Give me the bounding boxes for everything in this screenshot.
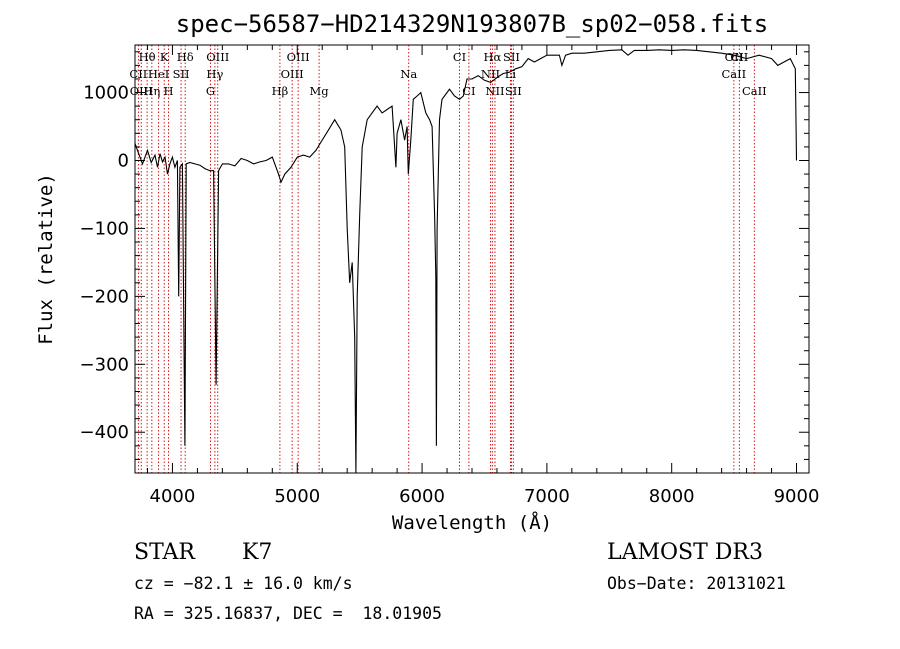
x-tick-label: 7000 xyxy=(524,486,570,507)
object-class: STAR xyxy=(134,540,195,565)
x-tick-label: 5000 xyxy=(274,486,320,507)
line-label: CaII xyxy=(742,84,767,98)
line-label: G xyxy=(206,84,215,98)
line-label: OIII xyxy=(281,67,304,81)
line-label: Hδ xyxy=(177,50,194,64)
y-tick-label: −400 xyxy=(80,422,129,443)
line-label: CaII xyxy=(721,67,746,81)
survey-name: LAMOST DR3 xyxy=(607,540,763,565)
observation-date: Obs−Date: 20131021 xyxy=(607,574,786,593)
line-markers xyxy=(137,45,755,473)
line-label: Na xyxy=(400,67,417,81)
line-label: SII xyxy=(505,84,522,98)
line-label: CI xyxy=(453,50,466,64)
y-tick-label: 1000 xyxy=(83,83,129,104)
y-tick-label: −100 xyxy=(80,218,129,239)
y-axis: −400 −300 −200 −100 0 1000 xyxy=(80,51,809,460)
x-tick-label: 9000 xyxy=(774,486,820,507)
line-label: Li xyxy=(505,67,517,81)
x-tick-label: 6000 xyxy=(399,486,445,507)
line-label: Mg xyxy=(310,84,330,98)
y-axis-label: Flux (relative) xyxy=(35,173,57,345)
line-label: Hθ xyxy=(139,50,156,64)
line-label: K xyxy=(160,50,169,64)
spectrum-line xyxy=(134,49,798,474)
chart-title: spec−56587−HD214329N193807B_sp02−058.fit… xyxy=(176,10,768,38)
x-axis: 4000 5000 6000 7000 8000 9000 xyxy=(146,45,820,507)
object-subclass: K7 xyxy=(242,540,273,565)
line-label: HeI xyxy=(148,67,169,81)
y-tick-label: −200 xyxy=(80,286,129,307)
line-label: H xyxy=(164,84,174,98)
line-label: SII xyxy=(173,67,190,81)
y-tick-label: 0 xyxy=(118,150,129,171)
x-tick-label: 8000 xyxy=(649,486,695,507)
line-label: Hβ xyxy=(272,84,289,98)
redshift-cz: cz = −82.1 ± 16.0 km/s xyxy=(134,574,353,593)
line-label: NII xyxy=(481,67,500,81)
y-tick-label: −300 xyxy=(80,354,129,375)
line-label: OIII xyxy=(206,50,229,64)
line-label: CII xyxy=(129,67,147,81)
x-axis-label: Wavelength (Å) xyxy=(392,511,552,534)
line-label: OII xyxy=(725,50,744,64)
line-label: Hη xyxy=(143,84,160,98)
plot-frame xyxy=(134,44,810,474)
line-label: OIII xyxy=(287,50,310,64)
x-tick-label: 4000 xyxy=(150,486,196,507)
line-label: SII xyxy=(503,50,520,64)
line-label: Hγ xyxy=(206,67,223,81)
sky-coordinates: RA = 325.16837, DEC = 18.01905 xyxy=(134,604,442,623)
line-label: NII xyxy=(485,84,504,98)
line-label: Hα xyxy=(483,50,501,64)
